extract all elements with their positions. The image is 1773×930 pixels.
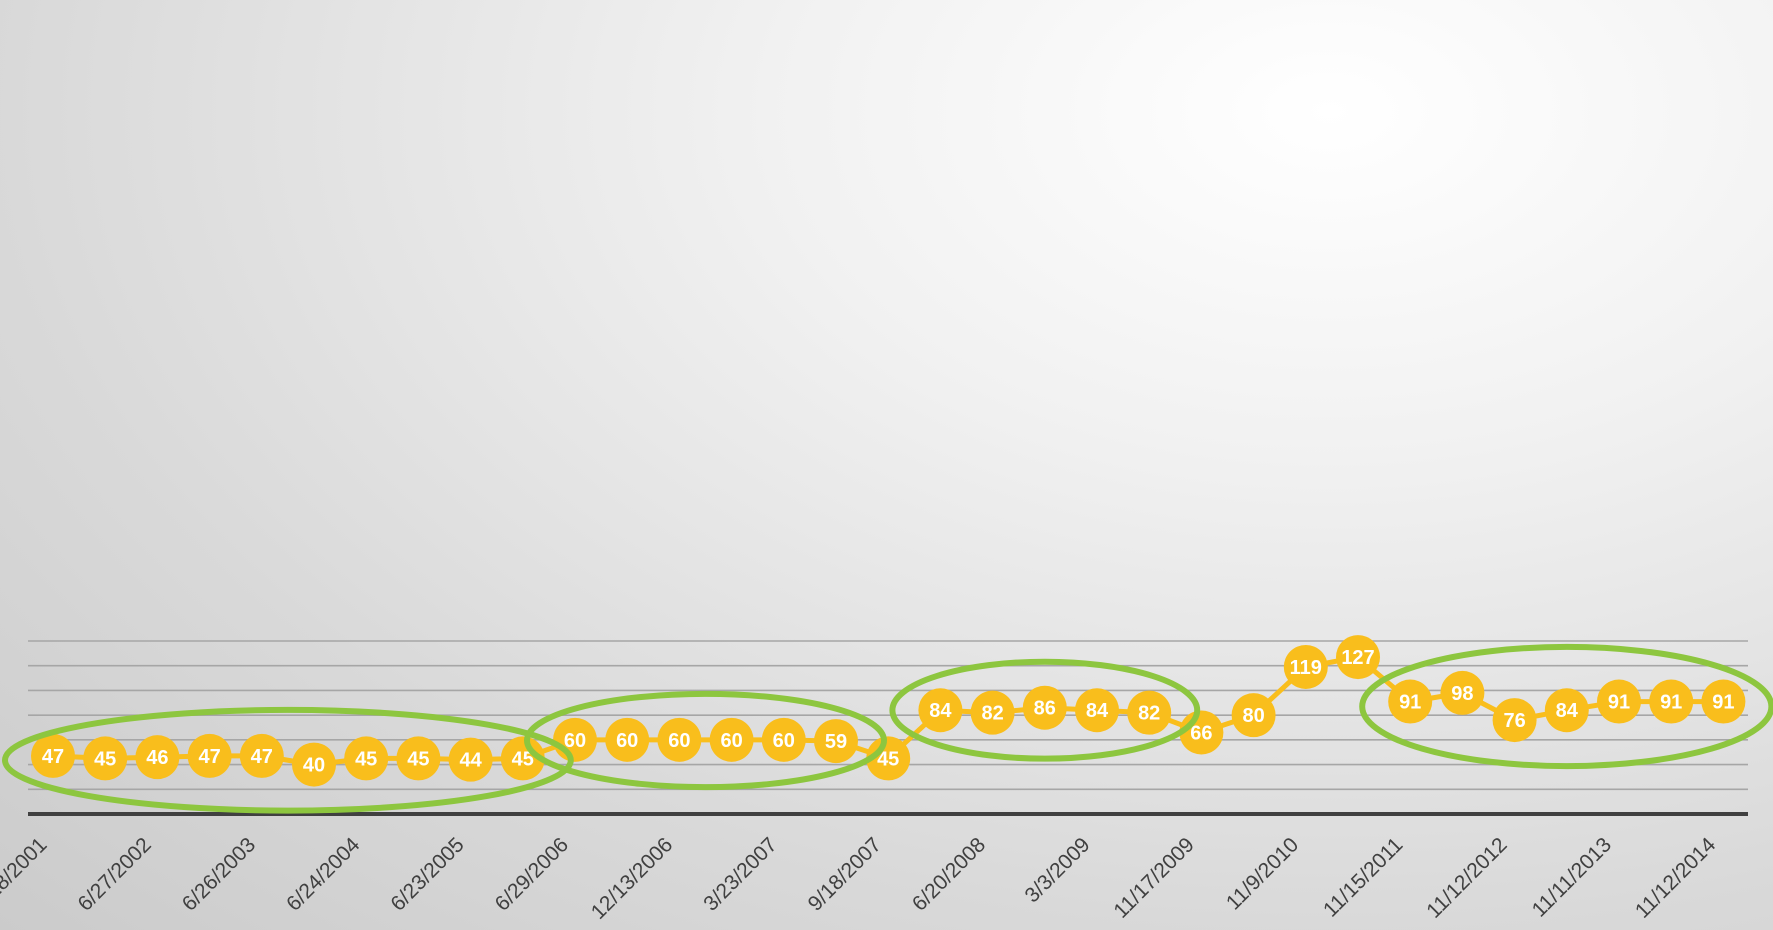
- data-point-marker: [761, 717, 806, 762]
- data-points: 47 45 46 47 47 40 45 45 44 45 60 60 60 60 60 59 45 84 82 86…: [31, 635, 1746, 787]
- data-point-marker: [1492, 698, 1537, 743]
- highlight-ellipse: [889, 658, 1201, 762]
- data-point-marker: [1283, 644, 1328, 689]
- data-point-marker: [709, 717, 754, 762]
- x-tick-label: 6/20/2008: [908, 833, 990, 915]
- data-point-marker: [866, 736, 911, 781]
- data-point-marker: [814, 719, 858, 764]
- data-label: 84: [929, 700, 952, 722]
- highlight-ellipse: [2, 706, 574, 814]
- data-label: 119: [1290, 657, 1322, 679]
- data-label: 91: [1608, 692, 1630, 714]
- data-label: 91: [1399, 692, 1421, 714]
- data-label: 47: [251, 746, 273, 768]
- data-label: 47: [198, 746, 220, 768]
- data-point-marker: [448, 737, 493, 782]
- x-tick-label: 9/18/2007: [804, 833, 886, 915]
- data-label: 44: [459, 750, 482, 772]
- x-tick-label: 6/29/2006: [491, 833, 573, 915]
- data-label: 47: [42, 746, 64, 768]
- data-point-marker: [344, 736, 389, 781]
- x-tick-label: 12/13/2006: [587, 833, 678, 924]
- data-label: 60: [564, 730, 586, 752]
- data-label: 60: [616, 730, 638, 752]
- data-point-marker: [1127, 690, 1172, 735]
- data-point-marker: [500, 736, 545, 781]
- data-point-marker: [1336, 635, 1380, 680]
- x-tick-label: 11/11/2013: [1528, 833, 1616, 921]
- x-tick-label: 6/23/2005: [386, 833, 468, 915]
- x-tick-label: 6/26/2003: [178, 833, 260, 915]
- data-label: 66: [1190, 722, 1212, 744]
- data-label: 45: [877, 748, 899, 770]
- data-label: 84: [1086, 700, 1109, 722]
- data-label: 60: [720, 730, 742, 752]
- data-label: 45: [407, 748, 429, 770]
- data-point-marker: [31, 733, 75, 778]
- data-label: 91: [1660, 692, 1682, 714]
- data-label: 45: [94, 748, 116, 770]
- data-label: 60: [773, 730, 795, 752]
- data-point-marker: [187, 733, 232, 778]
- data-point-marker: [396, 736, 441, 781]
- x-tick-label: 11/15/2011: [1319, 833, 1407, 921]
- data-point-marker: [83, 736, 128, 781]
- data-point-marker: [1022, 685, 1067, 730]
- data-point-marker: [1440, 670, 1485, 715]
- data-point-marker: [239, 733, 284, 778]
- data-point-marker: [605, 717, 650, 762]
- data-label: 86: [1034, 698, 1056, 720]
- data-point-marker: [1231, 693, 1276, 738]
- data-label: 98: [1451, 683, 1473, 705]
- data-point-marker: [1388, 679, 1433, 724]
- x-tick-label: 6/24/2004: [282, 833, 365, 916]
- data-point-marker: [292, 742, 336, 787]
- x-tick-label: 6/28/2001: [0, 833, 52, 915]
- data-label: 84: [1556, 700, 1579, 722]
- x-tick-label: 11/17/2009: [1109, 833, 1198, 922]
- data-point-marker: [1597, 679, 1641, 724]
- highlight-ellipse: [524, 690, 887, 791]
- data-label: 82: [981, 703, 1003, 725]
- data-point-marker: [1544, 688, 1589, 733]
- x-tick-label: 6/27/2002: [74, 833, 156, 915]
- data-point-marker: [1701, 679, 1746, 724]
- data-label: 127: [1341, 647, 1374, 669]
- data-point-marker: [1649, 679, 1694, 724]
- data-label: 80: [1242, 705, 1264, 727]
- data-point-marker: [918, 688, 963, 733]
- data-label: 82: [1138, 703, 1160, 725]
- data-label: 40: [303, 755, 325, 777]
- x-tick-label: 3/23/2007: [699, 833, 781, 915]
- highlight-ellipses: [2, 643, 1773, 814]
- data-label: 45: [512, 748, 534, 770]
- x-axis-tick-labels: 6/28/2001 6/27/2002 6/26/2003 6/24/2004 6/23…: [0, 833, 1721, 924]
- highlight-ellipse: [1359, 643, 1773, 770]
- x-tick-label: 3/3/2009: [1020, 833, 1094, 907]
- data-label: 46: [146, 747, 168, 769]
- x-tick-label: 11/9/2010: [1222, 833, 1303, 914]
- x-tick-label: 11/12/2014: [1631, 833, 1721, 923]
- data-point-marker: [1075, 688, 1119, 733]
- data-label: 76: [1503, 710, 1525, 732]
- data-label: 59: [825, 731, 847, 753]
- x-tick-label: 11/12/2012: [1422, 833, 1511, 922]
- data-label: 45: [355, 748, 377, 770]
- data-point-marker: [135, 735, 180, 780]
- data-label: 60: [668, 730, 690, 752]
- data-point-marker: [970, 690, 1015, 735]
- data-label: 91: [1712, 692, 1734, 714]
- data-point-marker: [657, 717, 702, 762]
